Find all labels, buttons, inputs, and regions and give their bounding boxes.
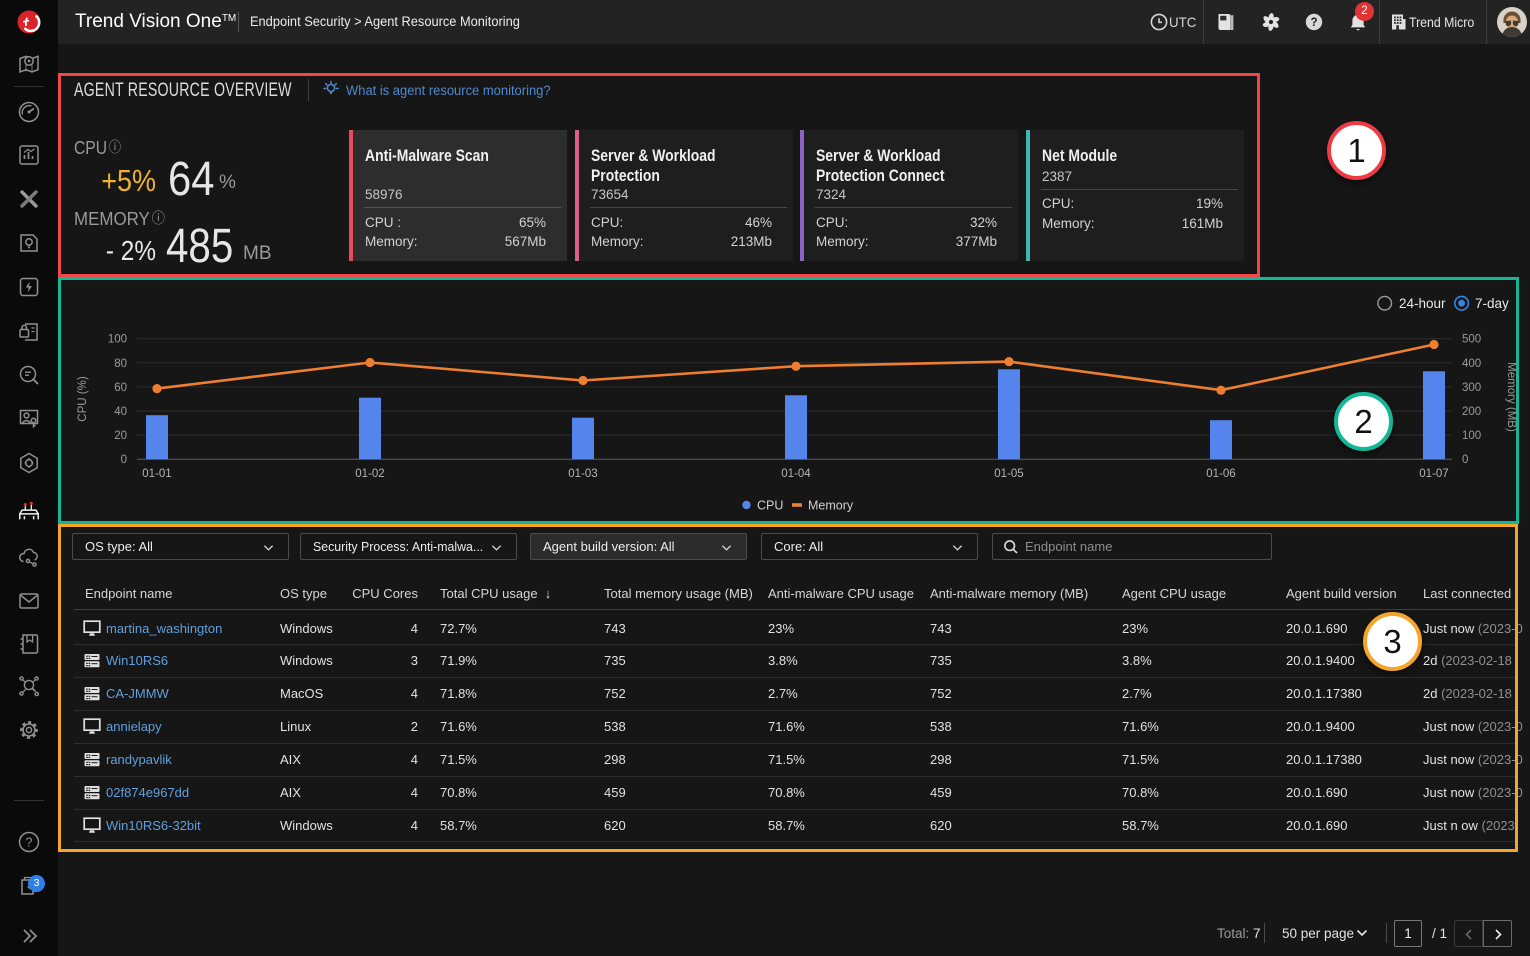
svg-text:?: ?: [1310, 17, 1317, 29]
svg-text:01-02: 01-02: [355, 468, 384, 480]
svg-text:01-03: 01-03: [568, 468, 597, 480]
svg-text:01-01: 01-01: [142, 468, 171, 480]
svg-text:?: ?: [26, 835, 33, 849]
svg-text:500: 500: [1462, 334, 1481, 346]
svg-text:300: 300: [1462, 382, 1481, 394]
svg-text:Memory: Memory: [808, 499, 854, 513]
svg-text:7-day: 7-day: [1475, 296, 1509, 311]
svg-text:Memory (MB): Memory (MB): [1505, 362, 1517, 432]
svg-text:01-04: 01-04: [781, 468, 811, 480]
svg-text:100: 100: [108, 334, 127, 346]
svg-text:80: 80: [114, 358, 127, 370]
svg-text:20: 20: [114, 430, 127, 442]
svg-text:40: 40: [114, 406, 127, 418]
svg-text:CPU: CPU: [757, 499, 783, 513]
svg-text:400: 400: [1462, 358, 1481, 370]
svg-text:01-06: 01-06: [1206, 468, 1235, 480]
svg-text:100: 100: [1462, 430, 1481, 442]
svg-text:01-07: 01-07: [1419, 468, 1448, 480]
svg-text:0: 0: [1462, 454, 1468, 466]
svg-text:200: 200: [1462, 406, 1481, 418]
svg-text:CPU (%): CPU (%): [77, 376, 89, 422]
svg-text:0: 0: [121, 454, 127, 466]
svg-text:24-hour: 24-hour: [1399, 296, 1446, 311]
svg-text:60: 60: [114, 382, 127, 394]
svg-text:01-05: 01-05: [994, 468, 1023, 480]
